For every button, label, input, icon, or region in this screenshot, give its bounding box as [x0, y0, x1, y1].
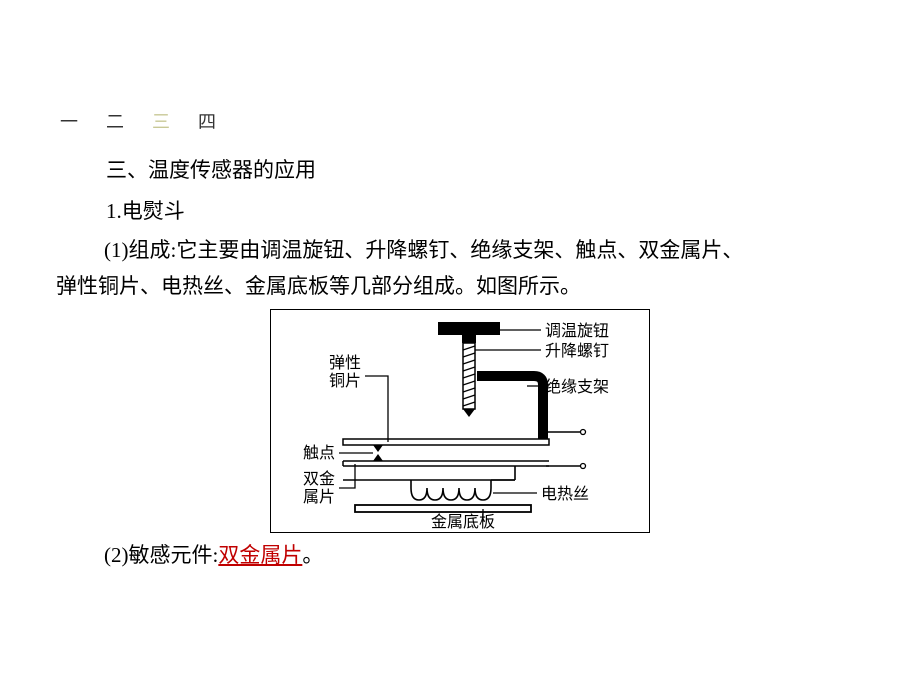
- screw-shape: [463, 343, 475, 417]
- tab-4[interactable]: 四: [198, 108, 216, 134]
- label-heater: 电热丝: [541, 485, 589, 503]
- heating-coil: [411, 466, 515, 500]
- body-line-1: (1)组成:它主要由调温旋钮、升降螺钉、绝缘支架、触点、双金属片、: [56, 232, 864, 269]
- bimetal-strip: [343, 461, 549, 466]
- label-baseplate: 金属底板: [431, 513, 495, 530]
- label-knob: 调温旋钮: [545, 322, 609, 340]
- contact-upper: [373, 445, 383, 452]
- answer-line: (2)敏感元件:双金属片。: [56, 537, 864, 574]
- tab-bar: 一 二 三 四: [60, 108, 216, 134]
- contact-lower: [373, 454, 383, 461]
- section-title: 三、温度传感器的应用: [106, 152, 864, 189]
- label-bimetal-1: 双金: [303, 470, 335, 488]
- label-spring-1: 弹性: [329, 354, 361, 372]
- label-screw: 升降螺钉: [545, 342, 609, 360]
- label-bracket: 绝缘支架: [545, 378, 609, 396]
- tab-1[interactable]: 一: [60, 108, 78, 134]
- diagram-box: 调温旋钮 升降螺钉 绝缘支架 弹性 铜片 触点 双金 属片 电热丝 金属底板: [270, 309, 650, 533]
- knob-shape: [438, 322, 500, 343]
- label-bimetal-2: 属片: [303, 488, 335, 506]
- diagram-container: 调温旋钮 升降螺钉 绝缘支架 弹性 铜片 触点 双金 属片 电热丝 金属底板: [56, 309, 864, 533]
- spring-strip: [343, 439, 549, 445]
- subtitle: 1.电熨斗: [106, 193, 864, 230]
- answer-suffix: 。: [302, 543, 323, 567]
- tab-3[interactable]: 三: [152, 108, 170, 134]
- label-spring-2: 铜片: [329, 372, 361, 390]
- answer-value: 双金属片: [218, 543, 302, 567]
- tab-2[interactable]: 二: [106, 108, 124, 134]
- label-contact: 触点: [303, 444, 335, 462]
- baseplate-shape: [355, 505, 531, 512]
- answer-prefix: (2)敏感元件:: [104, 543, 218, 567]
- body-line-2: 弹性铜片、电热丝、金属底板等几部分组成。如图所示。: [56, 268, 864, 305]
- iron-diagram: 调温旋钮 升降螺钉 绝缘支架 弹性 铜片 触点 双金 属片 电热丝 金属底板: [283, 316, 639, 530]
- content-area: 三、温度传感器的应用 1.电熨斗 (1)组成:它主要由调温旋钮、升降螺钉、绝缘支…: [56, 152, 864, 574]
